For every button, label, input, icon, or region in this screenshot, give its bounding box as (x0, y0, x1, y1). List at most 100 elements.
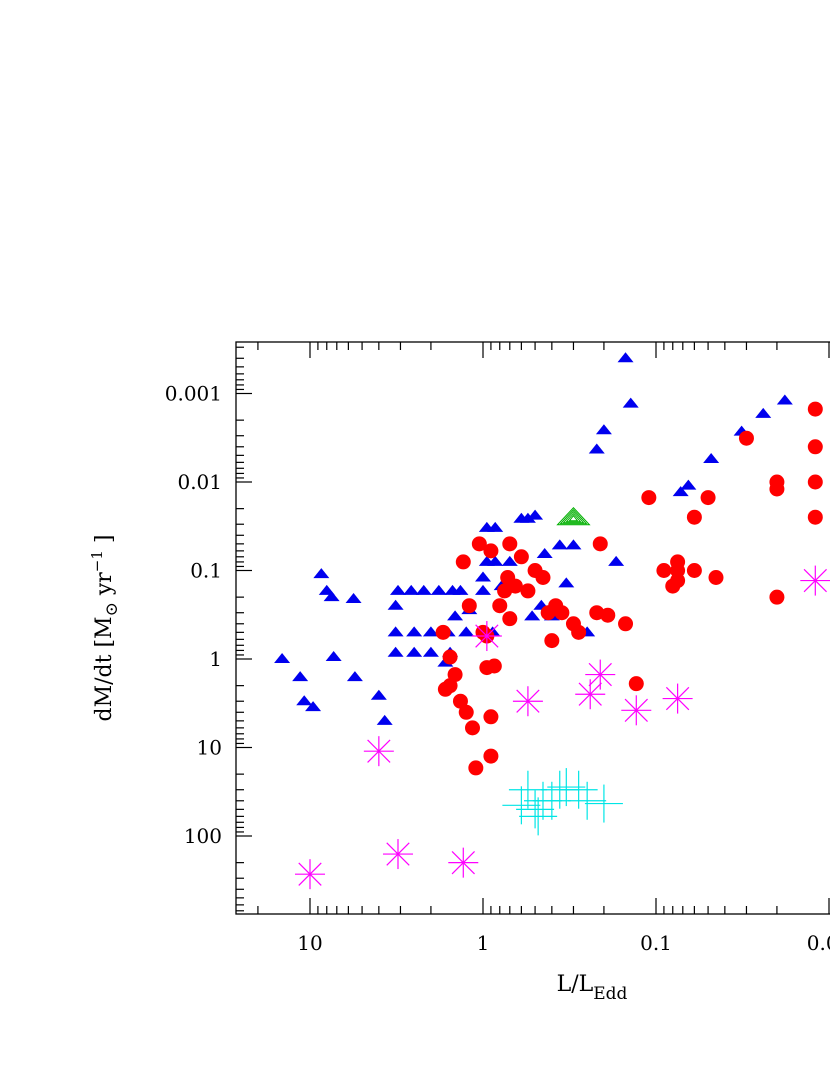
asterisk-marker (800, 565, 830, 596)
triangle-marker (422, 646, 439, 657)
circle-marker (458, 704, 474, 720)
circle-marker (442, 649, 458, 665)
circle-marker (544, 633, 560, 649)
circle-marker (483, 543, 499, 559)
plus-marker (584, 784, 623, 823)
circle-marker (618, 616, 634, 632)
triangle-marker (406, 626, 423, 637)
circle-marker (769, 481, 785, 497)
triangle-marker (387, 626, 404, 637)
x-tick-label: 10 (297, 931, 322, 955)
plus-marker (508, 770, 547, 809)
plus-marker (502, 786, 541, 825)
x-tick-label: 1 (477, 931, 490, 955)
triangle-marker (524, 610, 541, 621)
circle-marker (708, 570, 724, 586)
triangle-marker (458, 626, 475, 637)
triangle-marker (588, 443, 605, 454)
circle-marker (471, 536, 487, 552)
circle-marker (670, 573, 686, 589)
triangle-marker (387, 646, 404, 657)
triangle-marker (389, 584, 406, 595)
circle-marker (461, 598, 477, 614)
triangle-marker (370, 689, 387, 700)
circle-marker (700, 490, 716, 506)
triangle-marker (672, 486, 689, 497)
triangle-marker (680, 479, 697, 490)
triangle-marker (447, 610, 464, 621)
triangle-marker (403, 584, 420, 595)
triangle-marker (422, 626, 439, 637)
circle-marker (507, 578, 523, 594)
triangle-marker (274, 653, 291, 663)
triangle-marker (595, 424, 612, 435)
circle-marker (807, 509, 823, 525)
data-points (274, 352, 830, 890)
triangle-marker (387, 599, 404, 610)
circle-marker (592, 536, 608, 552)
circle-marker (571, 624, 587, 640)
asterisk-marker (448, 847, 479, 878)
circle-marker (807, 439, 823, 455)
circle-marker (520, 583, 536, 599)
triangle-marker (346, 671, 363, 682)
plus-marker (516, 790, 555, 829)
asterisk-marker (662, 683, 693, 714)
circle-marker (600, 607, 616, 623)
circle-marker (641, 490, 657, 506)
triangle-marker (323, 591, 340, 602)
circle-marker (492, 598, 508, 614)
triangle-marker (325, 651, 342, 662)
triangle-marker (475, 571, 491, 582)
circle-marker (483, 748, 499, 764)
triangle-marker (703, 453, 720, 464)
asterisk-marker (512, 686, 543, 717)
circle-marker (468, 760, 484, 776)
tick-labels: 10 1 0.1 0.01 0.001 0.01 0.1 1 10 100 (165, 382, 830, 956)
axis-ticks (236, 342, 830, 914)
triangle-marker (536, 547, 553, 558)
circle-marker (738, 430, 754, 446)
triangle-marker (292, 671, 309, 682)
circle-marker (554, 605, 570, 621)
asterisk-marker (363, 736, 394, 767)
triangle-marker (755, 407, 772, 418)
triangle-marker (305, 701, 322, 712)
circle-marker (670, 554, 686, 570)
triangle-marker (501, 555, 518, 566)
triangle-marker (313, 568, 330, 579)
triangle-marker (608, 555, 625, 566)
asterisk-marker (585, 659, 616, 690)
circle-marker (483, 709, 499, 725)
green-triangle-marker (556, 506, 591, 526)
triangle-marker (415, 584, 432, 595)
circle-marker (513, 549, 529, 565)
circle-marker (807, 401, 823, 417)
circle-marker (628, 676, 644, 692)
plus-marker (559, 770, 598, 809)
circle-marker (656, 563, 672, 578)
y-axis-label: dM/dt [M⊙ yr−1 ] (88, 535, 122, 722)
y-tick-label: 1 (209, 647, 222, 671)
circle-marker (486, 658, 502, 674)
circle-marker (807, 474, 823, 490)
triangle-marker (622, 397, 639, 408)
triangle-marker (565, 539, 582, 550)
triangle-marker (345, 593, 362, 604)
circle-marker (447, 667, 463, 683)
triangle-marker (527, 509, 544, 520)
x-tick-label: 0.1 (640, 931, 672, 955)
y-tick-label: 0.01 (177, 470, 222, 494)
triangle-marker (430, 584, 447, 595)
circle-marker (464, 720, 480, 736)
circle-marker (502, 536, 518, 552)
circle-marker (435, 624, 451, 640)
asterisk-marker (295, 859, 325, 890)
plus-marker (519, 797, 558, 836)
circle-marker (502, 611, 518, 627)
y-tick-label: 10 (197, 736, 222, 760)
triangle-marker (776, 394, 793, 405)
circle-marker (535, 570, 551, 586)
triangle-marker (296, 695, 313, 706)
